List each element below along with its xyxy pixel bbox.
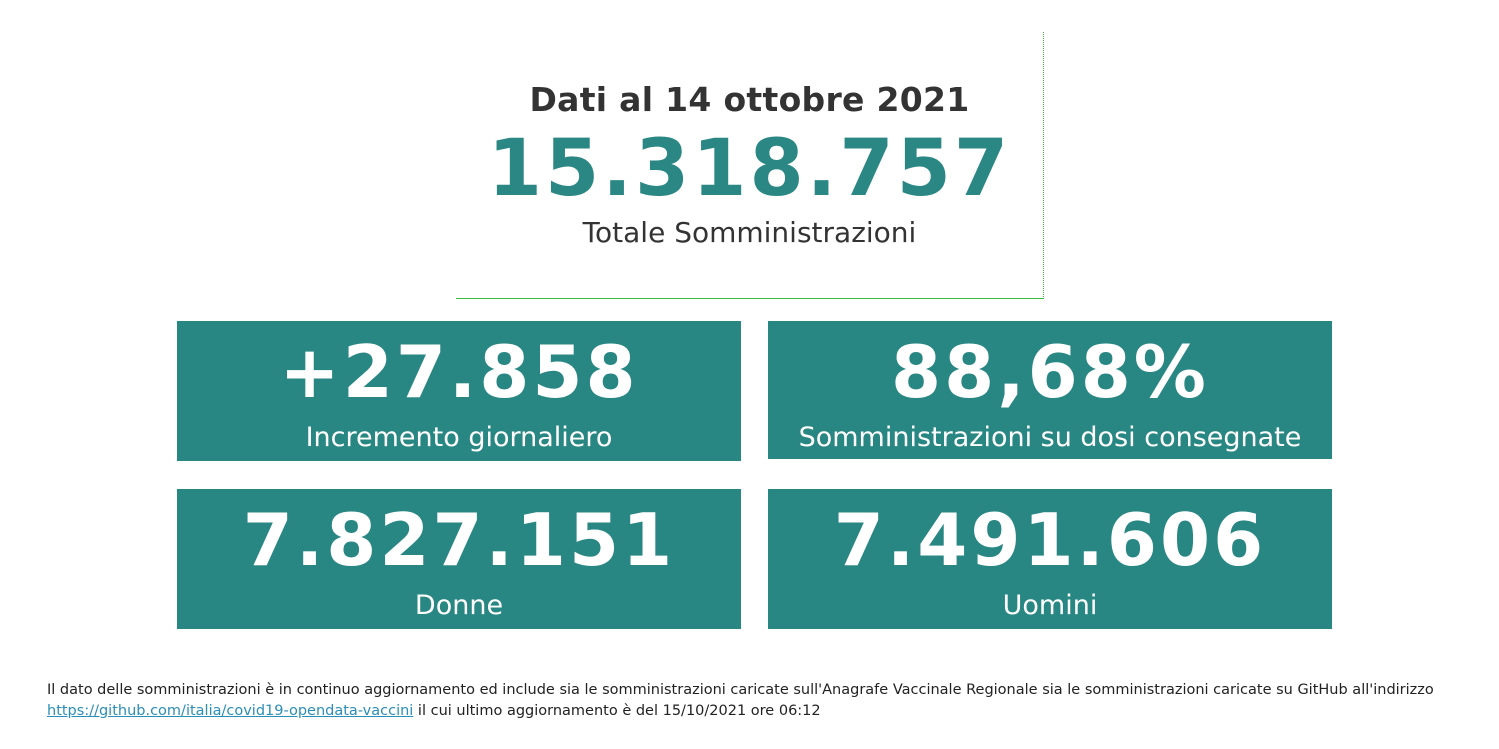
date-heading: Dati al 14 ottobre 2021 [529, 80, 970, 119]
men-value: 7.491.606 [833, 498, 1267, 582]
daily-increase-value: +27.858 [279, 330, 639, 414]
daily-increase-label: Incremento giornaliero [305, 422, 613, 453]
delivered-doses-ratio-label: Somministrazioni su dosi consegnate [798, 422, 1302, 453]
footnote-text-before: Il dato delle somministrazioni è in cont… [47, 682, 1434, 698]
women-value: 7.827.151 [242, 498, 676, 582]
men-card: 7.491.606 Uomini [768, 489, 1332, 629]
github-repo-link[interactable]: https://github.com/italia/covid19-openda… [47, 703, 414, 719]
delivered-doses-ratio-card: 88,68% Somministrazioni su dosi consegna… [768, 321, 1332, 459]
summary-header: Dati al 14 ottobre 2021 15.318.757 Total… [456, 32, 1044, 299]
men-label: Uomini [1002, 590, 1098, 621]
footnote: Il dato delle somministrazioni è in cont… [47, 680, 1487, 722]
women-label: Donne [414, 590, 504, 621]
women-card: 7.827.151 Donne [177, 489, 741, 629]
delivered-doses-ratio-value: 88,68% [891, 330, 1209, 414]
total-administrations-value: 15.318.757 [487, 124, 1012, 214]
daily-increase-card: +27.858 Incremento giornaliero [177, 321, 741, 461]
total-administrations-label: Totale Somministrazioni [582, 216, 917, 249]
footnote-text-after: il cui ultimo aggiornamento è del 15/10/… [413, 703, 821, 719]
